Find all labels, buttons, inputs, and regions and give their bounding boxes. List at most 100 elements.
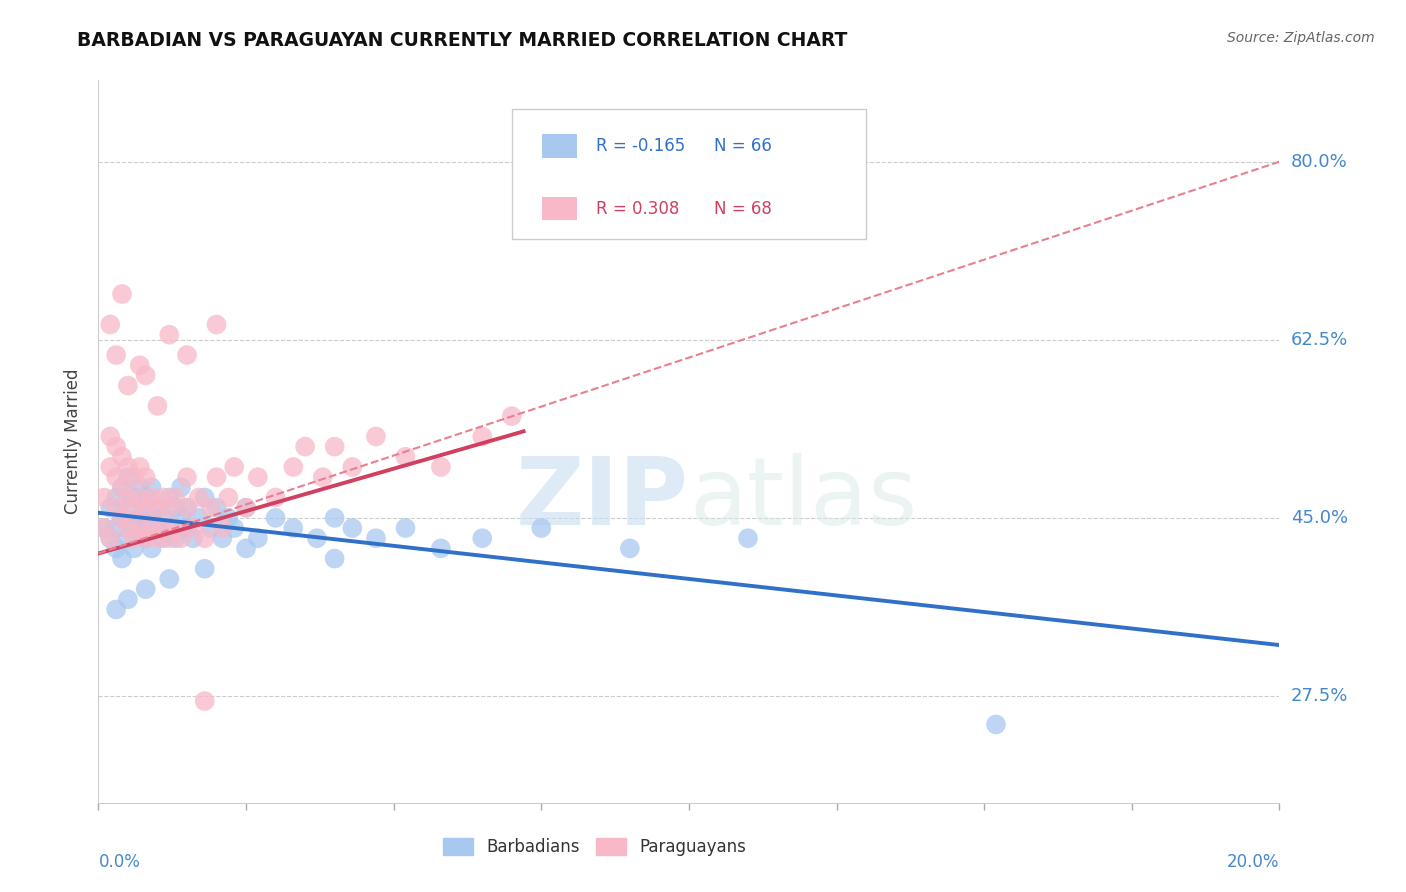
Point (194, 491, 217, 505)
Text: Source: ZipAtlas.com: Source: ZipAtlas.com (1227, 31, 1375, 45)
Point (235, 500, 257, 515)
Point (194, 694, 217, 708)
Text: R = 0.308: R = 0.308 (596, 200, 679, 218)
Point (200, 500, 222, 515)
Point (471, 531, 494, 545)
Point (364, 531, 387, 545)
Point (157, 327, 180, 342)
Point (235, 541, 257, 556)
Text: N = 68: N = 68 (714, 200, 772, 218)
Point (98, 531, 121, 545)
Point (157, 572, 180, 586)
Point (105, 440, 128, 454)
Point (501, 409, 523, 423)
Point (200, 521, 222, 535)
Point (157, 521, 180, 535)
Point (122, 491, 145, 505)
Point (141, 480, 163, 494)
Point (122, 470, 145, 484)
Point (141, 491, 163, 505)
Point (152, 521, 174, 535)
Text: atlas: atlas (689, 453, 917, 545)
Point (323, 440, 346, 454)
Point (111, 480, 134, 494)
Point (394, 521, 416, 535)
Point (264, 491, 287, 505)
Point (146, 521, 169, 535)
Point (364, 429, 387, 443)
Point (111, 511, 134, 525)
Point (264, 511, 287, 525)
Point (176, 500, 198, 515)
Point (305, 531, 328, 545)
Point (135, 531, 157, 545)
Point (141, 511, 163, 525)
Text: 45.0%: 45.0% (1291, 508, 1348, 527)
Point (165, 521, 187, 535)
Text: 27.5%: 27.5% (1291, 687, 1348, 705)
Point (111, 450, 134, 464)
Point (205, 470, 228, 484)
Point (187, 491, 209, 505)
Point (117, 531, 139, 545)
Point (128, 511, 150, 525)
Point (165, 531, 187, 545)
Point (157, 500, 180, 515)
Point (323, 551, 346, 566)
Point (224, 521, 246, 535)
Point (128, 460, 150, 475)
Point (128, 358, 150, 372)
Point (128, 491, 150, 505)
Text: 62.5%: 62.5% (1291, 331, 1348, 349)
Point (128, 480, 150, 494)
Point (152, 511, 174, 525)
Point (105, 470, 128, 484)
Point (530, 521, 553, 535)
Point (105, 500, 128, 515)
Point (98, 531, 121, 545)
Point (170, 480, 193, 494)
Text: 20.0%: 20.0% (1227, 854, 1279, 871)
Point (194, 531, 217, 545)
Point (152, 531, 174, 545)
Point (394, 450, 416, 464)
Point (135, 491, 157, 505)
Point (105, 521, 128, 535)
Point (93, 491, 115, 505)
Text: ZIP: ZIP (516, 453, 689, 545)
Point (342, 521, 364, 535)
Point (122, 521, 145, 535)
Point (737, 531, 759, 545)
Point (128, 521, 150, 535)
Point (342, 460, 364, 475)
Point (430, 460, 453, 475)
Point (98, 318, 121, 332)
Point (246, 470, 269, 484)
Point (117, 491, 139, 505)
Point (135, 582, 157, 596)
Text: N = 66: N = 66 (714, 137, 772, 155)
Text: 0.0%: 0.0% (98, 854, 141, 871)
Point (111, 480, 134, 494)
Text: R = -0.165: R = -0.165 (596, 137, 685, 155)
Point (111, 551, 134, 566)
Point (619, 541, 641, 556)
Point (135, 368, 157, 383)
FancyBboxPatch shape (512, 109, 866, 239)
Point (122, 541, 145, 556)
Point (135, 531, 157, 545)
Point (181, 521, 204, 535)
Point (146, 500, 169, 515)
Point (141, 521, 163, 535)
Point (117, 470, 139, 484)
Point (283, 521, 305, 535)
Point (283, 460, 305, 475)
Point (194, 562, 217, 576)
Point (105, 348, 128, 362)
Y-axis label: Currently Married: Currently Married (65, 368, 83, 515)
Point (205, 500, 228, 515)
Point (146, 531, 169, 545)
Point (117, 378, 139, 392)
Point (217, 511, 239, 525)
Point (111, 511, 134, 525)
